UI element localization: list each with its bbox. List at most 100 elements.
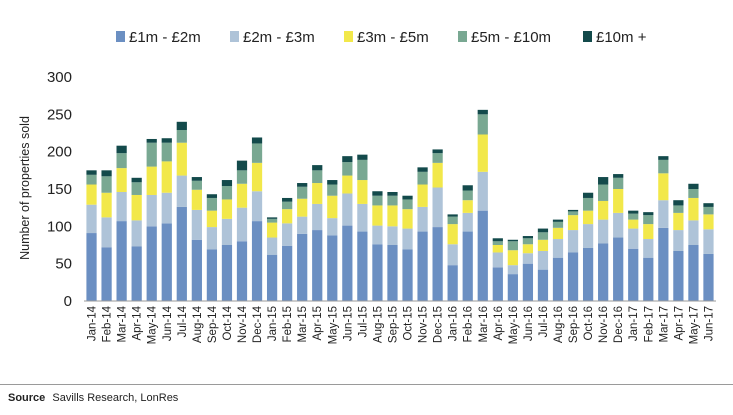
- x-tick-label: Jul-14: [177, 305, 189, 337]
- x-tick-label: Sep-16: [568, 306, 580, 343]
- bar-segment-1: [688, 220, 699, 245]
- bar-segment-1: [266, 237, 278, 255]
- bar-segment-0: [613, 237, 624, 301]
- bar-segment-3: [688, 189, 699, 198]
- bar-segment-4: [191, 177, 202, 181]
- bar-segment-2: [567, 215, 579, 231]
- bar-segment-3: [282, 201, 293, 210]
- bar-segment-2: [628, 219, 639, 229]
- bar-segment-1: [146, 194, 157, 227]
- bar-segment-0: [462, 231, 473, 301]
- bar-segment-2: [191, 189, 202, 210]
- x-tick-label: Jun-15: [342, 306, 354, 341]
- bar-segment-0: [312, 230, 323, 301]
- bar-segment-1: [598, 219, 609, 244]
- bar-segment-2: [537, 239, 549, 251]
- bar-segment-1: [522, 253, 534, 264]
- x-tick-label: Mar-17: [658, 306, 670, 342]
- bar-segment-1: [582, 224, 594, 248]
- y-tick-label: 200: [47, 144, 72, 161]
- bar-segment-2: [101, 192, 112, 218]
- bar-segment-1: [567, 230, 579, 253]
- bar-segment-2: [297, 198, 308, 217]
- bar-segment-4: [101, 170, 112, 177]
- y-tick-label: 50: [55, 256, 72, 273]
- x-tick-label: Feb-17: [643, 306, 655, 342]
- x-tick-label: May-17: [688, 306, 700, 344]
- bar-segment-3: [552, 221, 564, 228]
- bar-segment-3: [206, 197, 218, 211]
- bar-segment-1: [537, 250, 549, 270]
- bar-segment-1: [357, 203, 368, 232]
- bar-segment-2: [417, 184, 428, 207]
- bar-segment-0: [673, 250, 684, 301]
- bar-segment-0: [417, 231, 428, 301]
- bar-segment-0: [146, 226, 157, 301]
- bar-segment-0: [432, 227, 443, 301]
- x-tick-label: Jan-15: [267, 306, 279, 341]
- bar-segment-4: [236, 160, 248, 171]
- legend-label: £5m - £10m: [471, 29, 551, 46]
- bar-segment-4: [131, 177, 142, 183]
- bar-segment-3: [146, 142, 157, 167]
- bar-segment-1: [372, 225, 383, 245]
- bar-segment-0: [206, 249, 218, 301]
- bar-segment-4: [537, 228, 549, 233]
- bar-segment-1: [613, 212, 624, 238]
- bar-segment-0: [643, 257, 654, 301]
- bar-segment-4: [402, 195, 413, 200]
- bar-segment-3: [251, 143, 263, 163]
- bar-segment-0: [492, 267, 503, 301]
- bar-segment-1: [628, 228, 639, 249]
- bar-segment-1: [342, 193, 353, 226]
- x-tick-label: Sep-14: [207, 305, 219, 343]
- x-tick-label: May-14: [147, 305, 159, 344]
- bar-segment-3: [297, 186, 308, 199]
- bar-segment-2: [447, 224, 458, 245]
- y-tick-label: 300: [47, 69, 72, 86]
- x-tick-label: Dec-16: [613, 306, 625, 343]
- bar-segment-4: [372, 191, 383, 196]
- x-tick-label: Jun-16: [523, 306, 535, 341]
- bar-segment-4: [492, 238, 503, 242]
- bar-segment-1: [462, 212, 473, 232]
- bar-segment-4: [251, 137, 263, 144]
- x-tick-label: Jan-16: [448, 306, 460, 341]
- bar-segment-3: [101, 176, 112, 193]
- bar-segment-3: [613, 177, 624, 189]
- legend-label: £1m - £2m: [129, 29, 201, 46]
- bar-segment-4: [552, 219, 564, 222]
- bar-segment-3: [417, 171, 428, 185]
- bar-segment-4: [477, 109, 488, 115]
- bar-segment-3: [492, 241, 503, 245]
- bar-segment-3: [266, 218, 278, 223]
- bar-segment-4: [357, 154, 368, 160]
- bar-segment-0: [86, 233, 97, 301]
- x-tick-label: Jan-14: [87, 305, 99, 341]
- bar-segment-4: [146, 138, 157, 143]
- bar-segment-1: [552, 239, 564, 258]
- bar-segment-4: [417, 167, 428, 172]
- y-tick-label: 150: [47, 181, 72, 198]
- y-axis-title: Number of properties sold: [18, 116, 32, 260]
- bar-segment-2: [477, 134, 488, 172]
- bar-segment-4: [598, 177, 609, 185]
- bar-segment-0: [387, 245, 398, 301]
- bar-segment-2: [462, 200, 473, 213]
- bar-segment-1: [206, 227, 218, 250]
- bar-segment-3: [673, 205, 684, 213]
- bar-segment-2: [688, 197, 699, 221]
- bar-segment-1: [643, 239, 654, 258]
- bar-segment-1: [131, 220, 142, 247]
- bar-segment-0: [191, 239, 202, 301]
- bar-segment-3: [703, 206, 714, 215]
- x-axis: Jan-14 Feb-14 Mar-14 Apr-14 May-14 Jun-14 Jul-…: [87, 305, 716, 344]
- bar-segment-3: [176, 130, 187, 143]
- x-tick-label: Feb-16: [463, 306, 475, 342]
- x-tick-label: Jun-17: [703, 306, 715, 341]
- x-tick-label: Mar-15: [297, 306, 309, 342]
- bar-segment-2: [387, 205, 398, 227]
- bar-segment-4: [582, 192, 594, 198]
- bar-segment-1: [101, 217, 112, 248]
- bar-segment-4: [86, 170, 97, 175]
